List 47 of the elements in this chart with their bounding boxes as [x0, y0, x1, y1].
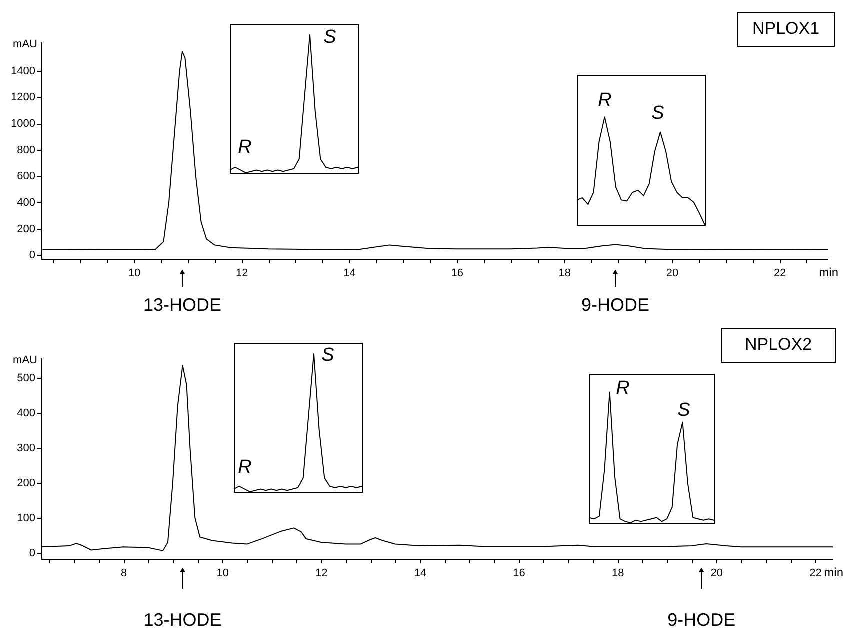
annotation: R: [598, 90, 612, 111]
annotation: 13-HODE: [143, 295, 222, 315]
annotation: S: [324, 27, 337, 48]
y-tick-label: 0: [29, 250, 36, 262]
x-tick-label: 10: [128, 268, 141, 280]
y-tick-label: 400: [17, 407, 36, 420]
x-tick-label: 10: [216, 568, 229, 580]
annotation: S: [322, 345, 335, 366]
annotation: 9-HODE: [668, 610, 736, 630]
x-tick-label: 16: [513, 568, 526, 580]
x-tick-label: 20: [666, 268, 679, 280]
x-tick-label: 18: [558, 268, 572, 280]
y-tick-label: 200: [17, 478, 36, 490]
y-tick-label: 1400: [11, 65, 36, 78]
x-tick-label: 14: [344, 268, 356, 280]
x-tick-label: 22: [810, 568, 822, 580]
annotation: 13-HODE: [144, 610, 222, 630]
x-tick-label: 16: [451, 268, 464, 280]
x-axis-title: min: [824, 566, 843, 580]
x-tick-label: 8: [120, 568, 128, 580]
y-tick-label: 800: [17, 144, 36, 156]
y-tick-label: 200: [17, 223, 36, 236]
annotation: R: [616, 378, 630, 399]
y-tick-label: 1000: [11, 118, 36, 130]
chart-title: NPLOX1: [737, 12, 835, 47]
x-tick-label: 18: [612, 568, 624, 580]
y-tick-label: 400: [17, 196, 36, 209]
y-tick-label: 500: [17, 372, 36, 384]
y-axis-title: mAU: [13, 38, 38, 50]
x-tick-label: 12: [236, 268, 248, 280]
annotation: 9-HODE: [582, 295, 650, 315]
annotation: S: [652, 103, 665, 124]
annotation: R: [238, 457, 252, 478]
y-tick-label: 1200: [11, 92, 36, 104]
x-tick-label: 12: [316, 568, 328, 580]
y-tick-label: 100: [17, 512, 36, 525]
x-tick-label: 20: [710, 568, 724, 580]
y-tick-label: 0: [29, 548, 36, 560]
y-tick-label: 600: [17, 170, 36, 183]
chart-title: NPLOX2: [721, 328, 836, 363]
x-tick-label: 22: [774, 268, 786, 280]
x-tick-label: 14: [414, 568, 427, 580]
y-axis-title: mAU: [13, 354, 38, 366]
annotation: S: [678, 400, 691, 421]
x-axis-title: min: [819, 266, 838, 280]
annotation: R: [238, 137, 252, 158]
y-tick-label: 300: [17, 442, 36, 454]
